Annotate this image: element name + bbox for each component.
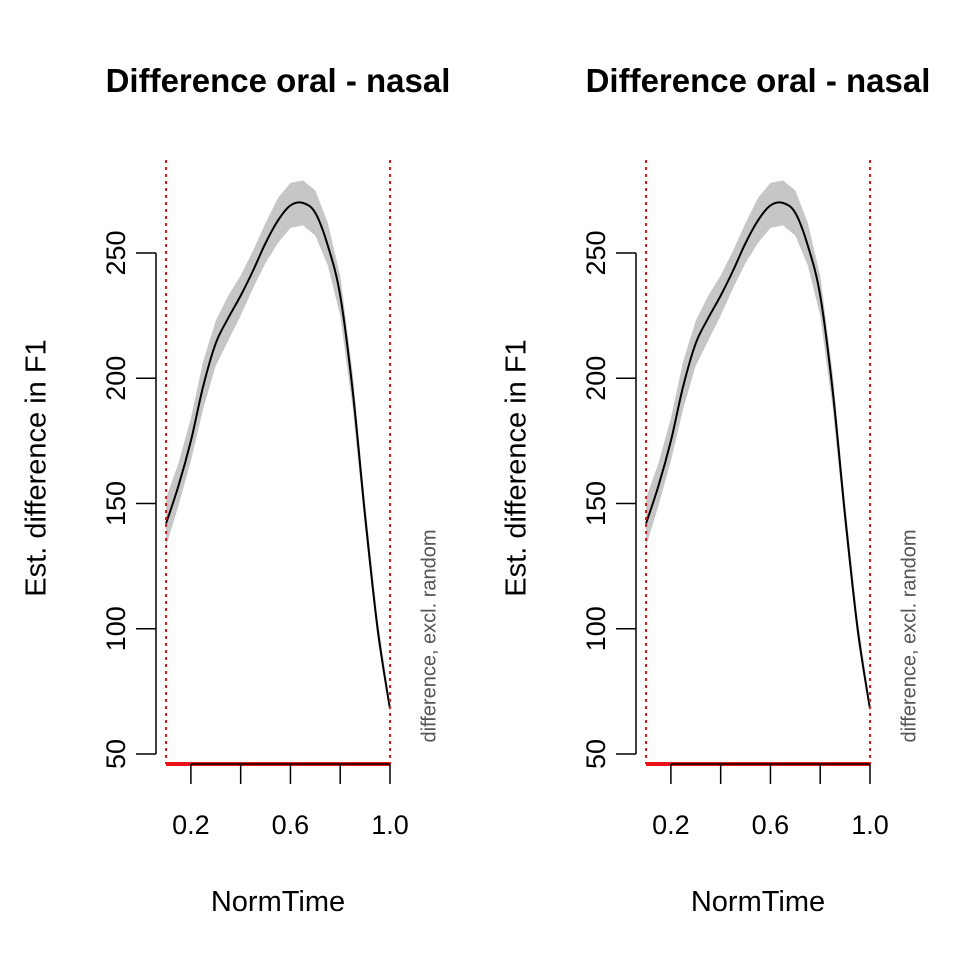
- chart-panel-1: Difference oral - nasal 50 100 150 200 250 0.2…: [21, 62, 451, 918]
- confidence-band: [166, 180, 390, 714]
- y-axis-label: Est. difference in F1: [501, 339, 533, 596]
- estimate-line: [165, 201, 391, 710]
- x-tick-label-0.2: 0.2: [172, 810, 210, 840]
- y-tick-label-250: 250: [581, 230, 611, 275]
- y-tick-label-100: 100: [581, 606, 611, 651]
- x-tick-label-0.6: 0.6: [272, 810, 310, 840]
- estimate-line: [645, 201, 871, 710]
- x-tick-label-0.2: 0.2: [652, 810, 690, 840]
- chart-title: Difference oral - nasal: [106, 62, 451, 99]
- y-tick-label-50: 50: [581, 739, 611, 769]
- side-note-text: difference, excl. random: [898, 529, 920, 742]
- chart-title: Difference oral - nasal: [586, 62, 931, 99]
- y-tick-label-100: 100: [101, 606, 131, 651]
- y-tick-label-150: 150: [101, 481, 131, 526]
- side-note-text: difference, excl. random: [418, 529, 440, 742]
- x-tick-label-0.6: 0.6: [752, 810, 790, 840]
- y-tick-label-250: 250: [101, 230, 131, 275]
- chart-panel-2: Difference oral - nasal 50 100 150 200 250 0.2…: [501, 62, 931, 918]
- x-axis-label: NormTime: [691, 886, 825, 918]
- y-tick-label-150: 150: [581, 481, 611, 526]
- x-axis-label: NormTime: [211, 886, 345, 918]
- y-tick-label-200: 200: [581, 356, 611, 401]
- y-tick-label-200: 200: [101, 356, 131, 401]
- confidence-band: [646, 180, 870, 714]
- x-tick-label-1: 1.0: [851, 810, 889, 840]
- y-axis-label: Est. difference in F1: [21, 339, 53, 596]
- x-tick-label-1: 1.0: [371, 810, 409, 840]
- y-tick-label-50: 50: [101, 739, 131, 769]
